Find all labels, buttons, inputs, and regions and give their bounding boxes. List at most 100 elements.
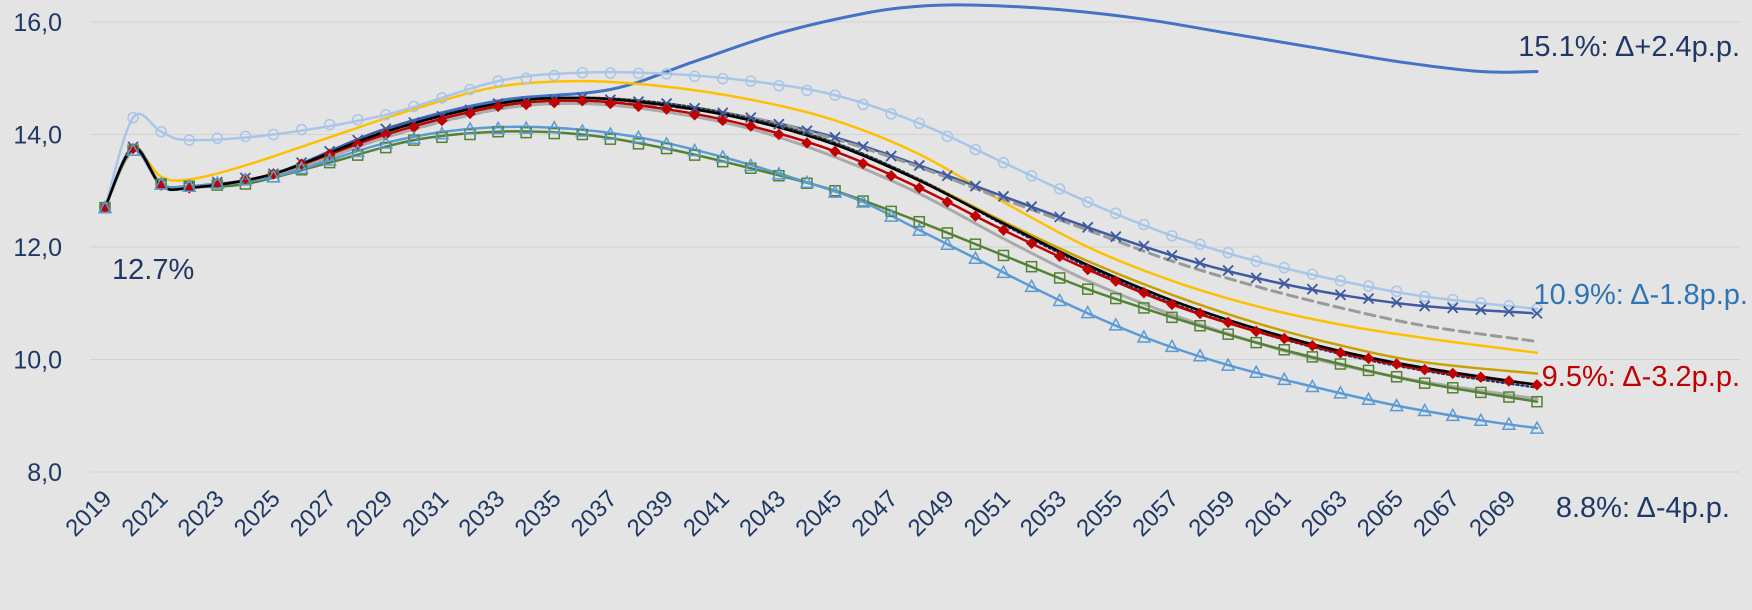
data-point-square xyxy=(1025,260,1038,273)
data-point-square xyxy=(1166,311,1178,324)
y-axis-ticks: 8,0 10,0 12,0 14,0 16,0 xyxy=(13,9,62,487)
data-point-x xyxy=(1306,283,1319,295)
data-point-triangle xyxy=(1501,416,1517,430)
x-tick-label: 2057 xyxy=(1127,485,1184,542)
data-point-diamond xyxy=(520,98,532,111)
x-tick-label: 2041 xyxy=(678,485,735,542)
x-tick-label: 2031 xyxy=(397,485,454,542)
data-point-triangle xyxy=(1192,348,1208,362)
y-tick-label: 12,0 xyxy=(13,234,62,262)
data-point-diamond xyxy=(548,96,560,109)
series-line-0 xyxy=(103,3,1539,210)
data-point-diamond xyxy=(1053,250,1066,263)
data-point-circle xyxy=(1278,261,1291,274)
data-point-x xyxy=(1390,296,1403,308)
data-point-x xyxy=(857,141,869,153)
data-point-circle xyxy=(520,72,532,84)
x-tick-label: 2035 xyxy=(510,485,567,542)
data-point-triangle xyxy=(1136,329,1152,343)
data-point-x xyxy=(1110,231,1122,243)
data-point-diamond xyxy=(1082,263,1094,276)
x-tick-label: 2025 xyxy=(229,485,286,542)
data-point-circle xyxy=(239,130,252,143)
data-point-square xyxy=(801,177,813,189)
y-tick-label: 8,0 xyxy=(27,459,62,487)
x-tick-label: 2061 xyxy=(1240,485,1297,542)
data-point-triangle xyxy=(97,200,113,214)
data-point-triangle xyxy=(406,130,422,144)
data-point-square xyxy=(1306,351,1319,363)
data-point-square xyxy=(969,238,982,250)
data-point-circle xyxy=(1081,196,1094,208)
x-tick-label: 2047 xyxy=(847,485,904,542)
data-point-x xyxy=(1025,201,1038,213)
data-point-diamond xyxy=(997,224,1010,236)
data-point-circle xyxy=(183,134,195,146)
data-point-diamond xyxy=(1362,352,1375,365)
series-line-2 xyxy=(103,79,1539,355)
data-point-diamond xyxy=(1390,358,1403,370)
data-point-circle xyxy=(267,128,280,141)
data-point-circle xyxy=(801,84,813,97)
data-point-circle xyxy=(548,69,561,82)
data-point-circle xyxy=(857,98,869,111)
data-point-circle xyxy=(295,123,308,136)
data-point-triangle xyxy=(434,125,450,140)
x-tick-label: 2069 xyxy=(1464,485,1521,542)
data-point-square xyxy=(1194,320,1206,332)
data-point-x xyxy=(885,150,897,162)
data-point-triangle xyxy=(210,175,225,189)
data-point-triangle xyxy=(575,123,590,137)
data-point-x xyxy=(689,102,701,114)
data-point-circle xyxy=(576,66,589,79)
data-point-x xyxy=(1447,302,1459,314)
data-point-triangle xyxy=(940,236,955,250)
data-point-triangle xyxy=(1305,378,1320,393)
data-point-diamond xyxy=(1278,332,1290,345)
data-point-x xyxy=(717,107,729,119)
data-point-diamond xyxy=(801,137,813,149)
data-point-x xyxy=(941,170,953,182)
data-point-triangle xyxy=(912,222,927,236)
data-point-x xyxy=(1334,289,1347,301)
data-point-circle xyxy=(1306,268,1319,280)
data-point-circle xyxy=(492,75,504,87)
data-point-diamond xyxy=(1531,379,1543,391)
x-tick-label: 2027 xyxy=(285,485,342,542)
series-markers xyxy=(97,66,1545,434)
data-point-triangle xyxy=(743,157,759,172)
data-point-triangle xyxy=(659,136,674,150)
data-point-square xyxy=(1081,283,1094,295)
data-point-circle xyxy=(1475,296,1487,309)
data-point-diamond xyxy=(1166,298,1178,311)
data-point-circle xyxy=(1110,207,1122,219)
data-point-triangle xyxy=(799,174,815,189)
data-point-triangle xyxy=(378,135,394,149)
data-point-diamond xyxy=(857,157,869,170)
x-tick-label: 2065 xyxy=(1352,485,1409,542)
data-point-diamond xyxy=(127,142,139,155)
data-point-triangle xyxy=(1473,412,1489,426)
data-point-diamond xyxy=(660,103,673,115)
data-point-triangle xyxy=(490,120,506,135)
data-point-x xyxy=(1419,300,1431,312)
data-point-triangle xyxy=(1108,317,1124,331)
data-point-circle xyxy=(1025,170,1038,182)
x-tick-label: 2023 xyxy=(173,485,230,542)
data-point-x xyxy=(829,131,841,143)
data-point-square xyxy=(1053,272,1066,284)
data-point-x xyxy=(1503,305,1515,318)
data-point-triangle xyxy=(181,178,197,192)
data-point-circle xyxy=(745,75,757,87)
x-axis-ticks: 2019 2021 2023 2025 2027 2029 2031 2033 2035 2037… xyxy=(60,485,1521,542)
data-point-diamond xyxy=(1222,316,1234,329)
data-point-x xyxy=(1250,272,1262,284)
data-point-square xyxy=(1447,382,1459,394)
data-point-triangle xyxy=(322,152,337,166)
data-point-x xyxy=(1475,304,1487,316)
data-point-circle xyxy=(436,92,448,104)
data-point-x xyxy=(1531,307,1543,320)
data-point-x xyxy=(1082,221,1094,233)
data-point-x xyxy=(1138,240,1150,252)
series-lines xyxy=(103,3,1539,430)
